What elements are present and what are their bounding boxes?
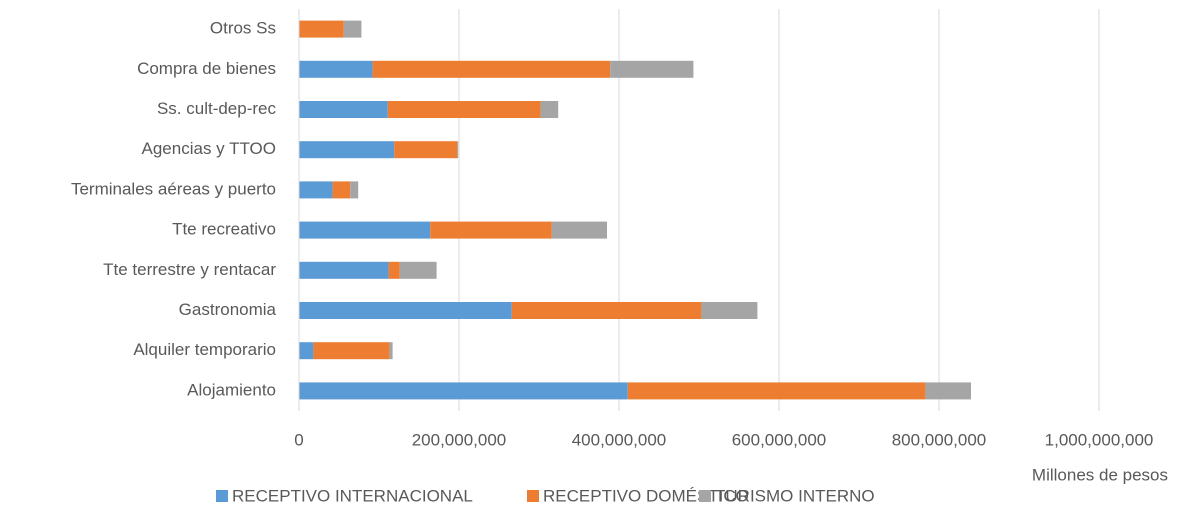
bar-segment [299,221,431,239]
bar-segment [299,342,314,360]
bar-segment [387,101,541,118]
bar-segment [925,382,971,400]
bar-segment [399,261,437,279]
x-axis-label: Millones de pesos [1032,465,1168,484]
bar-segment [299,60,373,78]
bar-segment [389,342,393,360]
bar-segment [457,141,459,159]
bar-segment [551,221,607,239]
bar-segment [299,382,628,400]
legend-swatch [216,490,228,502]
y-tick-label: Agencias y TTOO [142,139,276,158]
bar-segment [332,181,351,199]
bar-segment [299,20,344,38]
y-tick-label: Alojamiento [187,380,276,399]
bar-segment [299,261,389,279]
y-tick-label: Tte recreativo [172,220,276,239]
x-tick-label: 0 [294,430,303,449]
y-tick-label: Otros Ss [210,19,276,38]
bar-segment [394,141,458,159]
y-tick-label: Ss. cult-dep-rec [157,99,277,118]
bar-segment [511,302,702,319]
x-tick-label: 400,000,000 [572,430,667,449]
bar-segment [343,20,362,38]
bar-segment [540,101,559,118]
bar-segment [299,181,333,199]
bar-segment [627,382,926,400]
legend-swatch [527,490,539,502]
y-tick-label: Compra de bienes [137,59,276,78]
x-tick-label: 800,000,000 [892,430,987,449]
bar-segment [299,302,512,319]
bar-segment [388,261,400,279]
bar-segment [430,221,552,239]
bar-segment [299,141,395,159]
legend-swatch [699,490,711,502]
bar-segment [610,60,694,78]
bar-segment [372,60,611,78]
x-tick-label: 200,000,000 [412,430,507,449]
bar-segment [313,342,390,360]
legend-label: RECEPTIVO DOMÉSTICO [543,486,749,505]
bar-segment [299,101,388,118]
y-tick-label: Alquiler temporario [133,340,276,359]
y-tick-label: Gastronomia [179,300,277,319]
legend-label: RECEPTIVO INTERNACIONAL [232,486,473,505]
x-tick-label: 600,000,000 [732,430,827,449]
x-tick-label: 1,000,000,000 [1045,430,1154,449]
y-tick-label: Terminales aéreas y puerto [71,179,276,198]
legend-label: TURISMO INTERNO [715,486,875,505]
bar-segment [701,302,758,319]
y-tick-label: Tte terrestre y rentacar [103,260,276,279]
bar-segment [350,181,359,199]
